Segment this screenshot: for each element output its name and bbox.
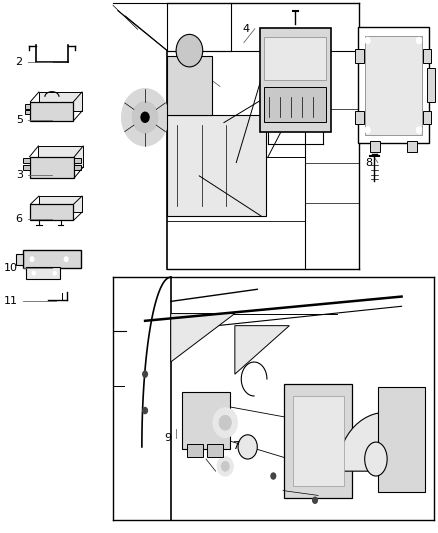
Bar xyxy=(22,158,30,163)
Text: 8: 8 xyxy=(365,158,373,167)
Circle shape xyxy=(64,257,68,262)
Bar xyxy=(30,102,74,120)
Ellipse shape xyxy=(365,442,387,476)
Bar xyxy=(265,87,326,123)
Text: 10: 10 xyxy=(4,263,18,273)
Text: 11: 11 xyxy=(4,296,18,306)
Bar xyxy=(74,165,81,170)
Circle shape xyxy=(219,415,231,430)
Bar xyxy=(26,267,60,279)
Circle shape xyxy=(416,127,422,133)
Circle shape xyxy=(122,88,169,146)
Bar xyxy=(187,445,203,457)
Text: 5: 5 xyxy=(16,115,23,125)
Text: 4: 4 xyxy=(242,24,250,34)
Circle shape xyxy=(176,34,203,67)
Bar xyxy=(30,204,74,221)
Text: 9: 9 xyxy=(164,433,171,443)
Circle shape xyxy=(132,101,158,133)
FancyBboxPatch shape xyxy=(358,27,429,143)
Bar xyxy=(39,146,83,167)
Circle shape xyxy=(53,271,57,275)
Bar xyxy=(427,69,435,102)
Circle shape xyxy=(30,257,34,262)
Circle shape xyxy=(270,472,276,480)
FancyBboxPatch shape xyxy=(260,28,331,132)
Bar xyxy=(22,165,30,170)
Bar xyxy=(25,104,30,109)
Bar xyxy=(423,50,431,63)
Circle shape xyxy=(365,127,370,133)
Circle shape xyxy=(142,370,148,378)
FancyBboxPatch shape xyxy=(284,384,352,498)
Text: 3: 3 xyxy=(16,170,23,180)
Bar xyxy=(113,277,434,520)
Bar xyxy=(365,36,422,135)
Bar xyxy=(39,92,82,111)
Bar xyxy=(167,56,212,115)
Text: 2: 2 xyxy=(16,58,23,67)
Circle shape xyxy=(312,497,318,504)
Circle shape xyxy=(32,271,35,275)
Circle shape xyxy=(416,37,422,44)
Bar xyxy=(39,196,82,212)
Polygon shape xyxy=(171,313,235,362)
Text: 6: 6 xyxy=(16,214,23,223)
Wedge shape xyxy=(337,413,394,471)
Circle shape xyxy=(217,457,233,476)
Bar xyxy=(16,254,24,265)
Bar xyxy=(355,111,364,125)
Circle shape xyxy=(142,407,148,414)
Text: 7: 7 xyxy=(233,441,240,451)
Bar xyxy=(407,141,417,152)
Bar xyxy=(113,3,360,269)
Bar xyxy=(370,141,380,152)
Bar xyxy=(30,157,74,178)
Bar xyxy=(167,115,266,216)
Bar xyxy=(355,50,364,63)
Ellipse shape xyxy=(238,435,257,459)
Circle shape xyxy=(365,37,370,44)
Bar xyxy=(423,111,431,125)
Bar xyxy=(25,110,30,115)
Bar xyxy=(74,158,81,163)
FancyBboxPatch shape xyxy=(378,387,425,492)
Bar xyxy=(207,445,223,457)
Bar xyxy=(265,37,326,80)
Text: 1: 1 xyxy=(184,64,191,74)
Circle shape xyxy=(221,462,229,471)
Bar xyxy=(293,396,344,486)
FancyBboxPatch shape xyxy=(23,250,81,268)
Polygon shape xyxy=(235,326,290,374)
FancyBboxPatch shape xyxy=(182,392,230,449)
Circle shape xyxy=(213,408,237,438)
Circle shape xyxy=(140,111,150,123)
